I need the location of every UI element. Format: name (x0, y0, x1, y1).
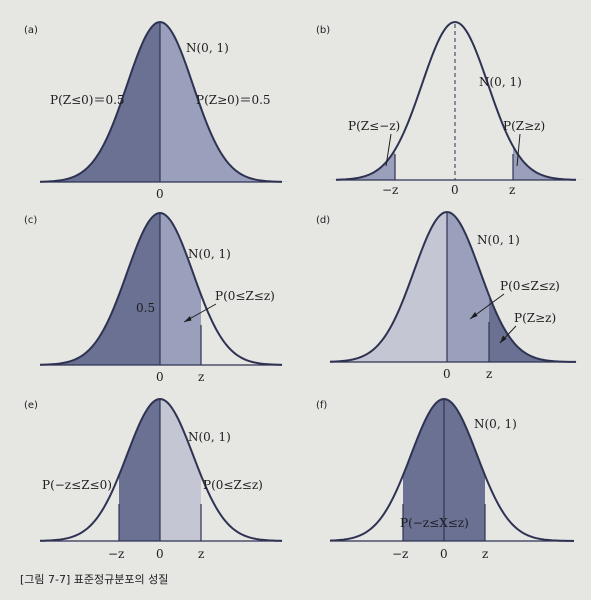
panel-a-normal-curve (39, 20, 283, 183)
panel-e-tick-neg-z: −z (108, 547, 124, 561)
panel-d-tick-0: 0 (443, 367, 451, 381)
panel-a-left-half-area (40, 22, 160, 182)
panel-b-tick-0: 0 (451, 183, 459, 197)
panel-d-zero-to-z-area (447, 212, 489, 362)
panel-e-zero-to-z-area (160, 399, 201, 541)
panel-e-tag: (e) (24, 400, 38, 411)
panel-b-left-tail-label: P(Z≤−z) (348, 119, 400, 133)
panel-a-tag: (a) (24, 25, 38, 36)
panel-c-tag: (c) (24, 215, 37, 226)
panel-e-right-prob-label: P(0≤Z≤z) (203, 478, 263, 492)
panel-f-tick-neg-z: −z (392, 547, 408, 561)
panel-c-tick-0: 0 (156, 370, 164, 384)
panel-a-dist-label: N(0, 1) (186, 41, 229, 55)
figure-caption: [그림 7-7] 표준정규분포의 성질 (20, 573, 168, 586)
panel-c: (c) N(0, 1) 0 z 0.5 P(0≤Z≤z) (24, 211, 283, 384)
panel-d-tail-label: P(Z≥z) (514, 311, 556, 325)
panel-f-normal-curve (329, 397, 575, 542)
panel-e-left-prob-label: P(−z≤Z≤0) (42, 478, 112, 492)
panel-f-tick-0: 0 (440, 547, 448, 561)
panel-e: (e) N(0, 1) −z 0 z P(−z≤Z≤0) P(0≤Z≤z) (24, 397, 283, 561)
panel-a-tick-0: 0 (156, 187, 164, 201)
panel-d-tag: (d) (316, 215, 330, 226)
panel-f-prob-label: P(−z≤X≤z) (400, 516, 469, 530)
panel-a-right-prob-label: P(Z≥0)＝0.5 (196, 93, 271, 107)
panel-e-tick-0: 0 (156, 547, 164, 561)
panel-c-prob-label: P(0≤Z≤z) (215, 289, 275, 303)
panel-d-tail-arrowhead (500, 335, 507, 343)
panel-c-dist-label: N(0, 1) (188, 247, 231, 261)
panel-d-tick-z: z (486, 367, 492, 381)
panel-a-right-half-area (160, 22, 290, 182)
panel-c-arrowhead (184, 316, 192, 322)
panel-b-right-pointer (516, 133, 521, 167)
panel-d-dist-label: N(0, 1) (477, 233, 520, 247)
panel-f-tag: (f) (316, 400, 327, 411)
panel-e-neg-z-to-zero-area (119, 399, 160, 541)
panel-f-tick-z: z (482, 547, 488, 561)
panel-e-normal-curve (39, 397, 283, 542)
panel-d-upper-tail-area (489, 295, 584, 362)
panel-b-right-tail-area (513, 146, 583, 180)
panel-a-left-prob-label: P(Z≤0)＝0.5 (50, 93, 125, 107)
panel-c-tick-z: z (198, 370, 204, 384)
panel-d-normal-curve (329, 211, 577, 363)
panel-b-right-tail-label: P(Z≥z) (503, 119, 545, 133)
panel-f-dist-label: N(0, 1) (474, 417, 517, 431)
panel-b-tag: (b) (316, 25, 330, 36)
panel-e-tick-z: z (198, 547, 204, 561)
panel-f: (f) N(0, 1) −z 0 z P(−z≤X≤z) (316, 397, 575, 561)
panel-b-left-tail-area (330, 149, 395, 180)
panel-d-mid-arrowhead (470, 312, 478, 319)
panel-b-normal-curve (335, 21, 577, 181)
panel-b-left-pointer (385, 133, 392, 167)
panel-b-tick-z: z (509, 183, 515, 197)
panel-d: (d) N(0, 1) 0 z P(0≤Z≤z) P(Z≥z) (316, 211, 584, 381)
panel-b-dist-label: N(0, 1) (479, 75, 522, 89)
panel-d-zero-to-z-label: P(0≤Z≤z) (500, 279, 560, 293)
panel-c-half-value: 0.5 (136, 301, 155, 315)
panel-c-zero-to-z-area (160, 213, 201, 365)
panel-b: (b) N(0, 1) −z 0 z P(Z≤−z) P(Z≥z) (316, 21, 583, 197)
panel-a: (a) N(0, 1) 0 P(Z≤0)＝0.5 P(Z≥0)＝0.5 (24, 20, 290, 201)
panel-d-left-half-area (330, 212, 447, 362)
panel-c-normal-curve (39, 211, 283, 366)
panel-b-tick-neg-z: −z (382, 183, 398, 197)
panel-c-left-half-area (40, 213, 160, 365)
panel-e-dist-label: N(0, 1) (188, 430, 231, 444)
